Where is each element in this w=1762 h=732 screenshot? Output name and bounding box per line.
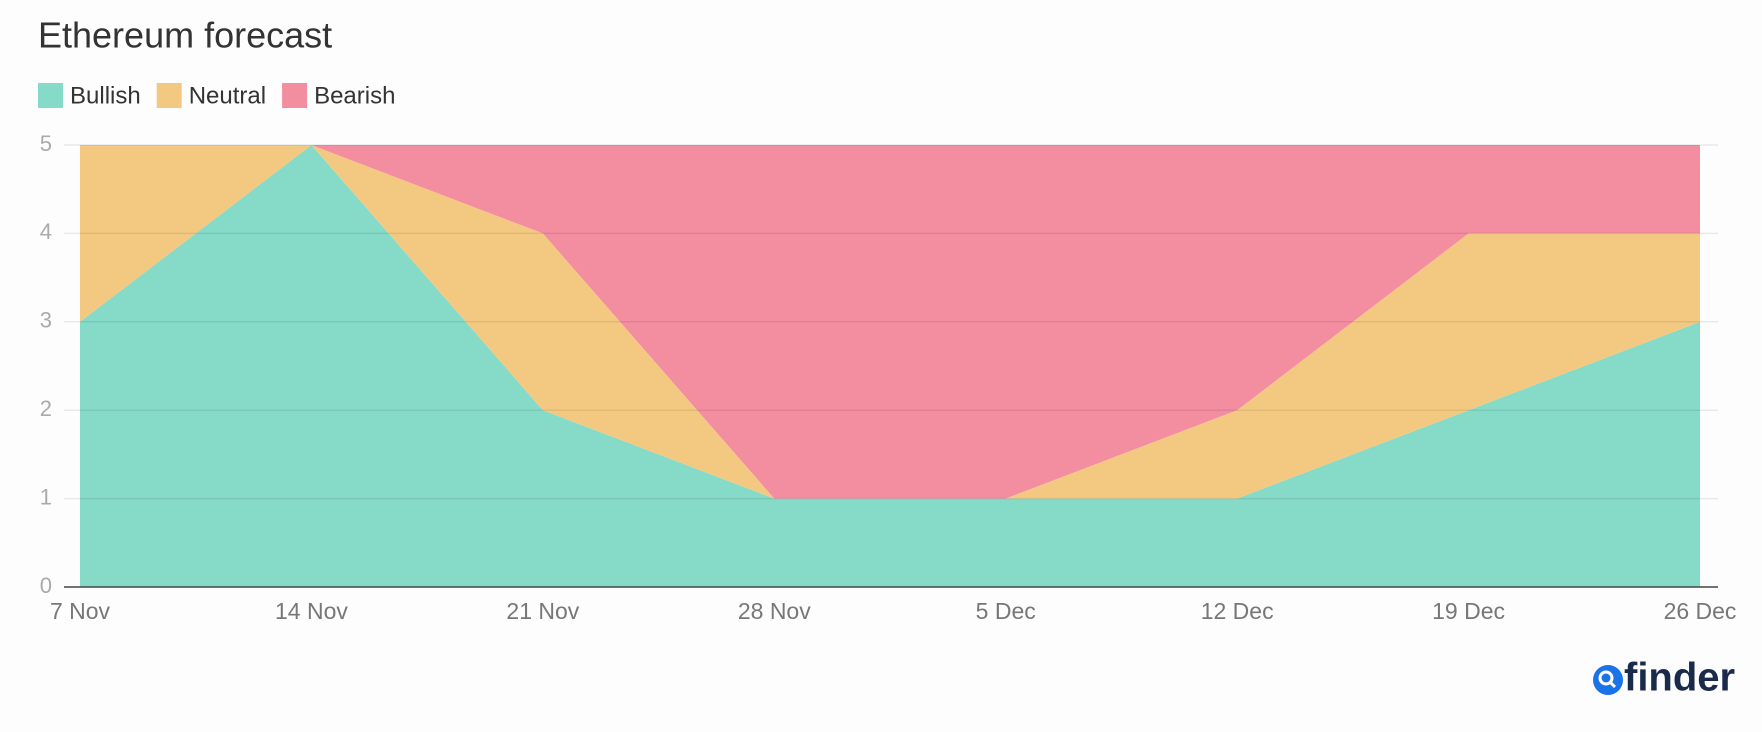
y-tick-label: 2: [40, 396, 52, 421]
x-tick-label: 5 Dec: [976, 598, 1036, 624]
legend-label: Bearish: [314, 82, 395, 109]
x-tick-label: 28 Nov: [738, 598, 811, 624]
brand-icon: [1593, 665, 1623, 695]
legend-swatch: [38, 83, 63, 108]
brand-icon-glass: [1598, 670, 1614, 686]
y-tick-label: 4: [40, 219, 52, 244]
area: [80, 145, 1700, 587]
y-tick-label: 3: [40, 308, 52, 333]
area: [80, 145, 1700, 499]
brand-name: finder: [1624, 656, 1735, 700]
x-tick-label: 21 Nov: [506, 598, 579, 624]
y-tick-label: 5: [40, 131, 52, 156]
area: [80, 145, 1700, 499]
chart-title: Ethereum forecast: [38, 15, 332, 56]
y-tick-label: 1: [40, 484, 52, 509]
x-tick-label: 12 Dec: [1201, 598, 1274, 624]
x-tick-label: 26 Dec: [1664, 598, 1737, 624]
x-tick-label: 19 Dec: [1432, 598, 1505, 624]
legend-label: Bullish: [70, 82, 141, 109]
legend-swatch: [282, 83, 308, 108]
legend-swatch: [156, 83, 182, 108]
x-tick-label: 14 Nov: [275, 598, 348, 624]
x-tick-label: 7 Nov: [50, 598, 111, 624]
y-tick-label: 0: [40, 573, 52, 598]
brand-icon-handle: [1608, 680, 1617, 689]
brand-logo: finder: [1593, 656, 1735, 700]
legend-label: Neutral: [189, 82, 266, 109]
